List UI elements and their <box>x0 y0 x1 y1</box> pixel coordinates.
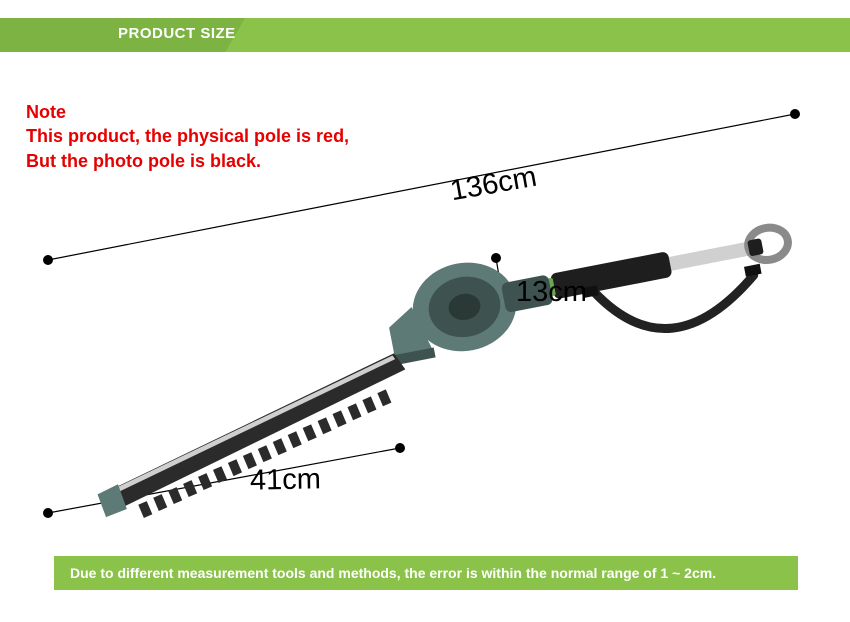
footer-bar: Due to different measurement tools and m… <box>54 556 798 590</box>
dim-total-length <box>43 109 800 265</box>
dim-head-height-label: 13cm <box>516 276 587 309</box>
dim-blade-length-label: 41cm <box>250 463 321 497</box>
footer-text: Due to different measurement tools and m… <box>54 565 716 581</box>
product-diagram <box>0 0 850 622</box>
product-body <box>67 201 816 526</box>
